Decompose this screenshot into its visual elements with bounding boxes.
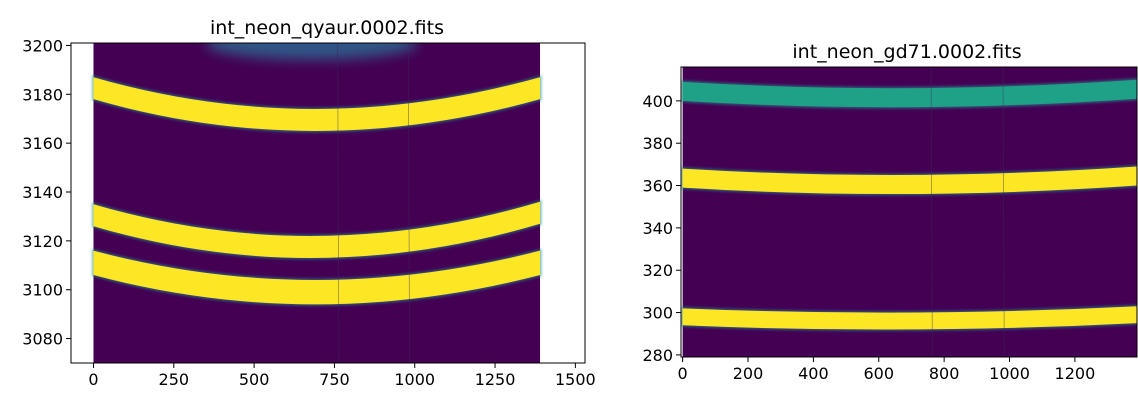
column-seam	[337, 43, 340, 363]
x-tick-label: 0	[88, 370, 98, 389]
y-tick-label: 360	[642, 177, 673, 196]
spectrum-image-1	[91, 43, 542, 363]
column-seam	[407, 43, 410, 363]
y-axis-2: 280 300 320 340 360 380 400	[642, 92, 681, 365]
emission-line-1	[682, 79, 1137, 108]
emission-line-2	[93, 201, 541, 258]
x-tick-label: 1250	[475, 370, 516, 389]
image-background	[93, 43, 541, 363]
y-tick-label: 340	[642, 219, 673, 238]
y-tick-label: 3160	[22, 134, 63, 153]
x-tick-label: 1200	[1055, 364, 1096, 383]
plot-area-1	[70, 42, 586, 364]
emission-line-3	[93, 250, 541, 305]
x-tick-label: 250	[159, 370, 190, 389]
x-tick-label: 1000	[989, 364, 1030, 383]
emission-line-3	[682, 306, 1137, 330]
x-tick-label: 0	[678, 364, 688, 383]
x-tick-label: 400	[798, 364, 829, 383]
axes-frame-2	[680, 66, 1138, 358]
y-tick-label: 3080	[22, 330, 63, 349]
x-tick-label: 800	[929, 364, 960, 383]
x-axis-1: 0 250 500 750 1000 1250 1500	[88, 363, 596, 389]
column-seam	[1002, 67, 1005, 357]
chart-title-1: int_neon_qyaur.0002.fits	[210, 17, 444, 39]
y-tick-label: 300	[642, 304, 673, 323]
axes-frame-1	[70, 42, 586, 364]
emission-line-2	[682, 166, 1137, 195]
y-axis-1: 3080 3100 3120 3140 3160 3180 3200	[22, 36, 71, 349]
y-tick-label: 400	[642, 92, 673, 111]
column-seam	[930, 67, 933, 357]
y-tick-label: 3100	[22, 281, 63, 300]
plot-area-2	[680, 66, 1138, 358]
y-tick-label: 3200	[22, 36, 63, 55]
x-tick-label: 1000	[394, 370, 435, 389]
y-tick-label: 280	[642, 346, 673, 365]
x-tick-label: 750	[319, 370, 350, 389]
x-tick-label: 600	[863, 364, 894, 383]
x-tick-label: 200	[733, 364, 764, 383]
panel-2: int_neon_gd71.0002.fits 0 200 400 600 800 100…	[642, 41, 1138, 383]
chart-title-2: int_neon_gd71.0002.fits	[792, 41, 1021, 63]
x-tick-label: 1500	[555, 370, 596, 389]
emission-line-1	[93, 77, 541, 131]
spectrum-image-2	[681, 67, 1137, 357]
x-axis-2: 0 200 400 600 800 1000 1200	[678, 357, 1096, 383]
y-tick-label: 3120	[22, 232, 63, 251]
y-tick-label: 380	[642, 134, 673, 153]
panel-1: int_neon_qyaur.0002.fits 0 250 500 750 1000 1…	[22, 17, 595, 389]
y-tick-label: 3180	[22, 85, 63, 104]
x-tick-label: 500	[239, 370, 270, 389]
y-tick-label: 3140	[22, 183, 63, 202]
top-glow	[205, 43, 418, 60]
y-tick-label: 320	[642, 261, 673, 280]
